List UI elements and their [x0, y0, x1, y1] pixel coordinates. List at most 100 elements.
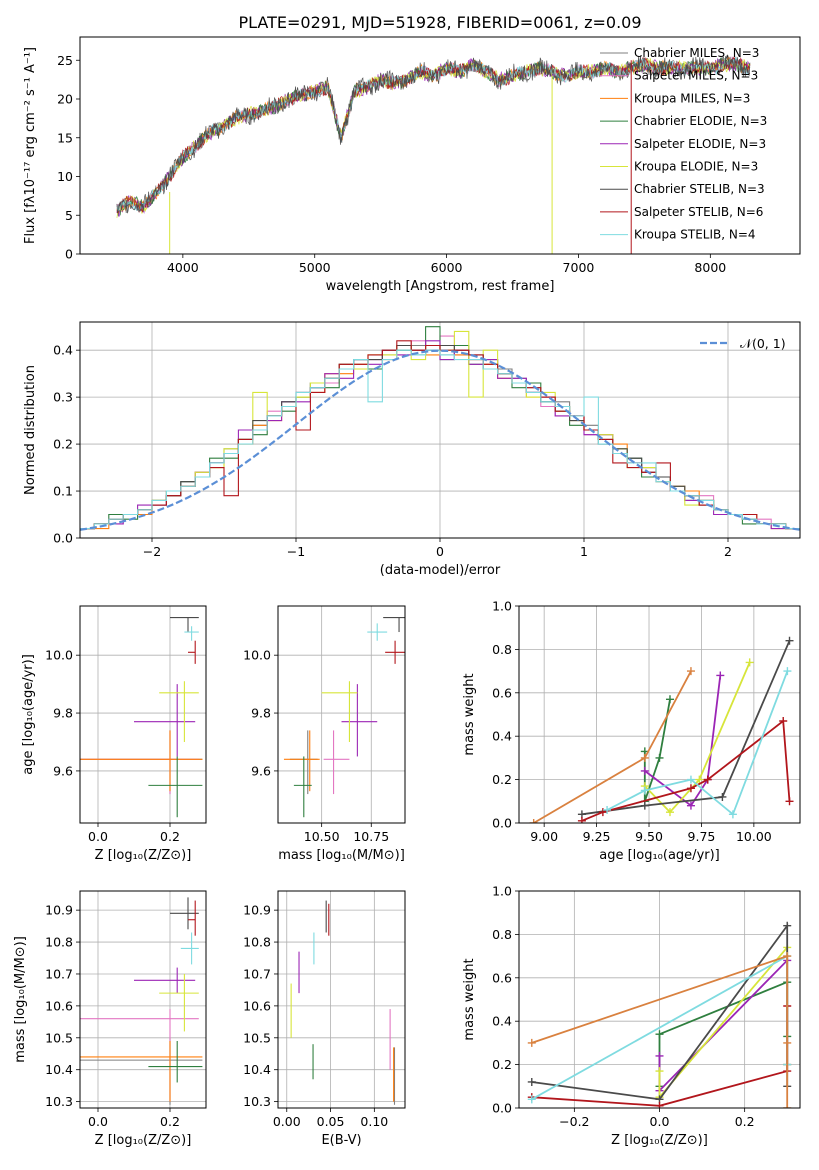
residuals-xtick-label: −2: [143, 544, 161, 559]
mass_vs_age-xlabel: mass [log₁₀(M/M⊙)]: [278, 848, 405, 863]
z_vs_age-plot-area: [80, 617, 203, 818]
age_vs_weight-line-salpeter-stelib: [581, 719, 791, 822]
mass_vs_age-plot-area: [283, 617, 405, 818]
residuals-xtick-label: 2: [724, 544, 732, 559]
ebv_vs_mass-ytick-label: 10.4: [243, 1062, 271, 1077]
mass_vs_age-xtick-label: 10.50: [304, 829, 340, 844]
z_vs_weight-marker: [783, 921, 792, 930]
age_vs_weight-marker: [640, 801, 649, 810]
residuals-plot-area: [80, 326, 800, 531]
ebv_vs_mass-ytick-label: 10.9: [243, 903, 271, 918]
z_vs_weight-axes-frame: [518, 890, 801, 1109]
z_vs_age-ytick-label: 10.0: [45, 648, 73, 663]
age_vs_weight-marker: [783, 667, 792, 676]
z_vs_age-axes-frame: [79, 605, 207, 824]
spectrum-xtick-label: 8000: [694, 260, 726, 275]
ebv_vs_mass-plot-area: [290, 900, 396, 1105]
age_vs_weight-marker: [640, 786, 649, 795]
age_vs_weight-line-chabrier-elodie: [643, 699, 671, 802]
spectrum-ytick-label: 15: [57, 130, 73, 145]
age_vs_weight-ylabel: mass weight: [462, 673, 477, 755]
spectrum-plot-area: [116, 54, 751, 254]
z_vs_weight-marker: [783, 1038, 792, 1047]
age_vs_weight-xtick-label: 9.25: [583, 829, 611, 844]
age_vs_weight-ytick-label: 0.4: [492, 729, 512, 744]
ebv_vs_mass-ytick-label: 10.3: [243, 1094, 271, 1109]
age_vs_weight-marker: [779, 717, 788, 726]
z_vs_weight-ytick-label: 0.4: [492, 1014, 512, 1029]
age_vs_weight-marker: [745, 658, 754, 667]
age_vs_weight-marker: [665, 695, 674, 704]
age_vs_weight-xtick-label: 10.00: [736, 829, 772, 844]
z_vs_weight-ytick-label: 0.6: [492, 970, 512, 985]
z_vs_mass-xlabel: Z [log₁₀(Z/Z⊙)]: [95, 1133, 192, 1148]
age_vs_weight-ytick-label: 0.8: [492, 642, 512, 657]
residuals-xtick-label: −1: [287, 544, 305, 559]
spectrum-line-chabrier-stelib: [116, 54, 751, 214]
mass_vs_age-axes-frame: [277, 605, 406, 824]
spectrum-xtick-label: 7000: [563, 260, 595, 275]
mass_vs_age-xtick-label: 10.75: [353, 829, 389, 844]
residuals-xtick-label: 1: [580, 544, 588, 559]
spectrum-ytick-label: 0: [65, 247, 73, 262]
z_vs_weight-marker: [655, 1067, 664, 1076]
ebv_vs_mass-xlabel: E(B-V): [321, 1133, 361, 1148]
z_vs_weight-xlabel: Z [log₁₀(Z/Z⊙)]: [611, 1133, 708, 1148]
ebv_vs_mass-ytick-label: 10.5: [243, 1030, 271, 1045]
z_vs_weight-marker: [527, 1038, 536, 1047]
ebv_vs_mass-xtick-label: 0.05: [317, 1114, 345, 1129]
z_vs_mass-xtick-label: 0.2: [160, 1114, 180, 1129]
z_vs_age-ytick-label: 9.6: [53, 763, 73, 778]
spectrum-legend-label: Chabrier STELIB, N=3: [634, 182, 765, 196]
mass_vs_age-ytick-label: 10.0: [243, 648, 271, 663]
z_vs_weight-ytick-label: 0.2: [492, 1057, 512, 1072]
ebv_vs_mass-grid: [278, 891, 405, 1108]
age_vs_weight-ytick-label: 0.2: [492, 772, 512, 787]
spectrum-legend-label: Kroupa MILES, N=3: [634, 91, 750, 105]
residuals-ytick-label: 0.4: [53, 343, 73, 358]
residual-histogram-kroupa-stelib: [80, 349, 800, 530]
residuals-axes-frame: [79, 321, 801, 539]
z_vs_weight-ytick-label: 0.0: [492, 1101, 512, 1116]
spectrum-xtick-label: 5000: [299, 260, 331, 275]
z_vs_mass-ytick-label: 10.8: [45, 935, 73, 950]
age_vs_weight-marker: [655, 753, 664, 762]
age_vs_weight-marker: [695, 775, 704, 784]
spectrum-xtick-label: 4000: [167, 260, 199, 275]
age_vs_weight-marker: [598, 808, 607, 817]
z_vs_weight-ytick-label: 1.0: [492, 884, 512, 899]
age_vs_weight-line-kroupa-elodie: [644, 662, 751, 814]
spectrum-xtick-label: 6000: [431, 260, 463, 275]
z_vs_weight-plot-area: [527, 921, 792, 1108]
z_vs_mass-ytick-label: 10.6: [45, 998, 73, 1013]
spectrum-axes-frame: [79, 36, 801, 255]
z_vs_mass-ytick-label: 10.7: [45, 966, 73, 981]
spectrum-legend-label: Kroupa ELODIE, N=3: [634, 160, 758, 174]
mass_vs_age-ytick-label: 9.6: [251, 763, 271, 778]
spectrum-ylabel: Flux [fλ10⁻¹⁷ erg cm⁻² s⁻¹ A⁻¹]: [23, 47, 38, 244]
z_vs_age-xtick-label: 0.0: [88, 829, 108, 844]
ebv_vs_mass-xtick-label: 0.00: [273, 1114, 301, 1129]
age_vs_weight-ytick-label: 1.0: [492, 599, 512, 614]
z_vs_age-ylabel: age [log₁₀(age/yr)]: [21, 654, 36, 775]
z_vs_mass-axes-frame: [79, 890, 207, 1109]
z_vs_weight-marker: [655, 1051, 664, 1060]
age_vs_weight-marker: [686, 801, 695, 810]
residuals-ylabel: Normed distribution: [23, 365, 38, 495]
age_vs_weight-plot-area: [529, 636, 794, 823]
spectrum-legend-label: Chabrier MILES, N=3: [634, 46, 759, 60]
age_vs_weight-marker: [529, 819, 538, 823]
age_vs_weight-xlabel: age [log₁₀(age/yr)]: [599, 848, 720, 863]
z_vs_weight-ylabel: mass weight: [462, 958, 477, 1040]
z_vs_mass-grid: [80, 891, 206, 1108]
residuals-ytick-label: 0.1: [53, 484, 73, 499]
age_vs_weight-marker: [703, 775, 712, 784]
age_vs_weight-ytick-label: 0.0: [492, 816, 512, 831]
z_vs_mass-xtick-label: 0.0: [88, 1114, 108, 1129]
mass_vs_age-grid: [278, 606, 405, 823]
z_vs_weight-marker: [655, 1030, 664, 1039]
spectrum-ytick-label: 20: [57, 92, 73, 107]
age_vs_weight-marker: [577, 816, 586, 823]
age_vs_weight-xtick-label: 9.50: [635, 829, 663, 844]
